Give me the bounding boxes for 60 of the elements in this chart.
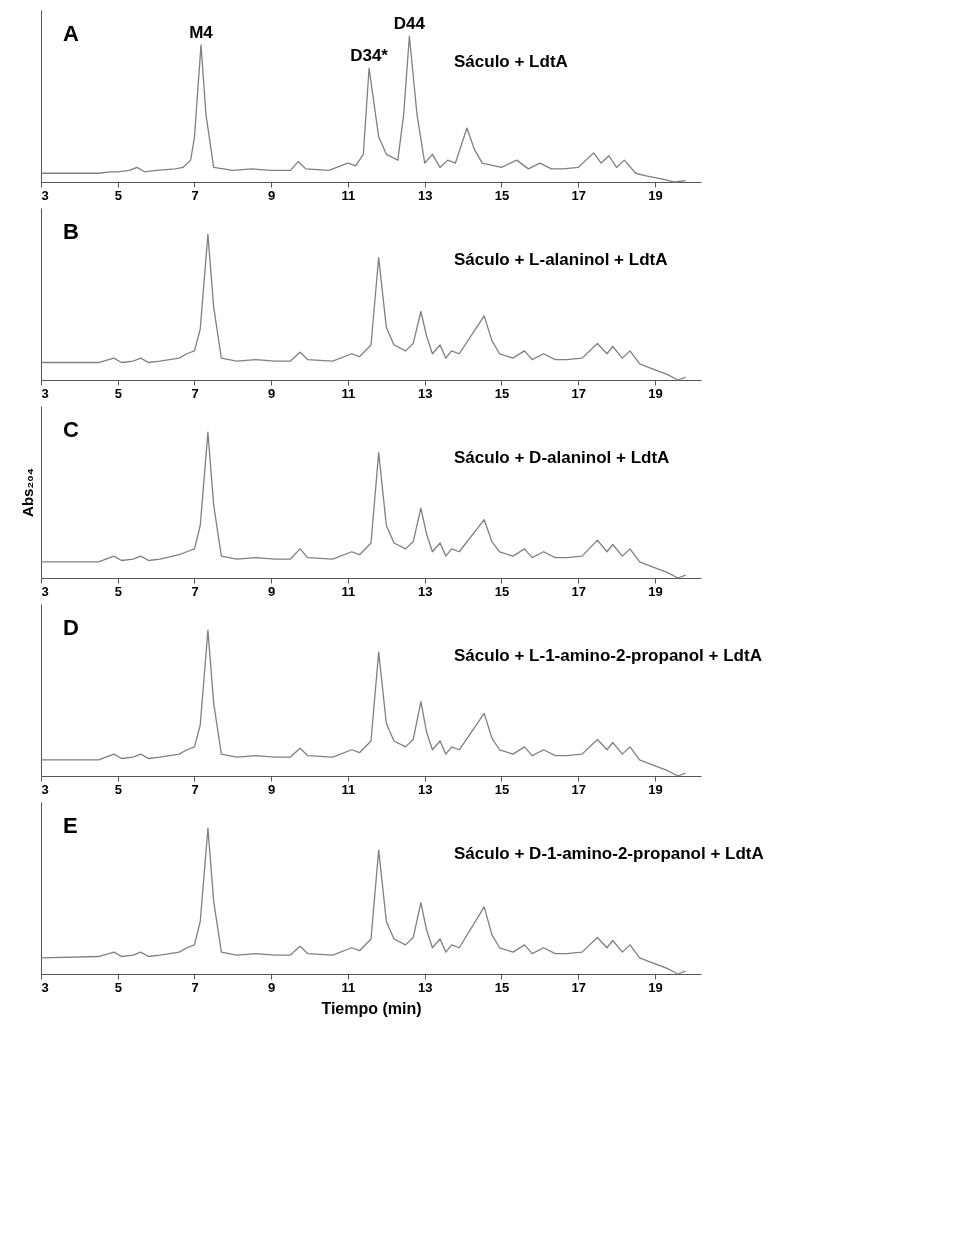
- x-tick-label: 19: [648, 583, 663, 599]
- x-tick-label: 9: [268, 583, 276, 599]
- x-tick-label: 17: [571, 385, 586, 401]
- x-tick-label: 9: [268, 781, 276, 797]
- x-tick-label: 11: [341, 979, 356, 995]
- annotation: E: [63, 813, 78, 838]
- x-tick-label: 9: [268, 187, 276, 203]
- annotation: B: [63, 219, 79, 244]
- x-tick-label: 13: [417, 781, 433, 797]
- x-tick-label: 13: [417, 187, 433, 203]
- x-axis-title: Tiempo (min): [321, 999, 422, 1017]
- annotation: D34*: [350, 46, 389, 66]
- x-tick-label: 5: [114, 187, 122, 203]
- x-tick-label: 9: [268, 979, 276, 995]
- x-tick-label: 11: [341, 583, 356, 599]
- x-tick-label: 3: [41, 781, 49, 797]
- x-tick-label: 5: [114, 781, 122, 797]
- x-tick-label: 17: [571, 187, 586, 203]
- x-tick-label: 19: [648, 979, 663, 995]
- x-tick-label: 15: [494, 385, 510, 401]
- x-tick-label: 15: [494, 979, 510, 995]
- x-tick-label: 5: [114, 583, 122, 599]
- x-tick-label: 17: [571, 781, 586, 797]
- annotation: D: [63, 615, 79, 640]
- x-tick-label: 17: [571, 979, 586, 995]
- x-tick-label: 7: [191, 385, 199, 401]
- x-tick-label: 19: [648, 385, 663, 401]
- x-tick-label: 11: [341, 385, 356, 401]
- x-tick-label: 7: [191, 187, 199, 203]
- x-tick-label: 9: [268, 385, 276, 401]
- x-tick-label: 15: [494, 187, 510, 203]
- x-tick-label: 19: [648, 187, 663, 203]
- x-tick-label: 3: [41, 385, 49, 401]
- x-tick-label: 11: [341, 187, 356, 203]
- annotation: Sáculo + L-alaninol + LdtA: [454, 249, 668, 269]
- x-tick-label: 15: [494, 781, 510, 797]
- annotation: D44: [393, 14, 426, 34]
- y-axis-title: Abs₂₀₄: [18, 468, 36, 517]
- x-tick-label: 7: [191, 583, 199, 599]
- x-tick-label: 7: [191, 781, 199, 797]
- x-tick-label: 3: [41, 583, 49, 599]
- x-tick-label: 13: [417, 385, 433, 401]
- annotation: Sáculo + D-alaninol + LdtA: [454, 447, 670, 467]
- annotation: A: [63, 21, 79, 46]
- annotation: C: [63, 417, 79, 442]
- annotation: M4: [189, 22, 214, 42]
- x-tick-label: 7: [191, 979, 199, 995]
- x-tick-label: 17: [571, 583, 586, 599]
- annotation: Sáculo + LdtA: [454, 51, 568, 71]
- annotation: Sáculo + D-1-amino-2-propanol + LdtA: [454, 843, 764, 863]
- annotation: Sáculo + L-1-amino-2-propanol + LdtA: [454, 645, 762, 665]
- x-tick-label: 5: [114, 979, 122, 995]
- x-tick-label: 13: [417, 583, 433, 599]
- x-tick-label: 15: [494, 583, 510, 599]
- x-tick-label: 19: [648, 781, 663, 797]
- x-tick-label: 5: [114, 385, 122, 401]
- x-tick-label: 3: [41, 187, 49, 203]
- x-tick-label: 11: [341, 781, 356, 797]
- x-tick-label: 3: [41, 979, 49, 995]
- x-tick-label: 13: [417, 979, 433, 995]
